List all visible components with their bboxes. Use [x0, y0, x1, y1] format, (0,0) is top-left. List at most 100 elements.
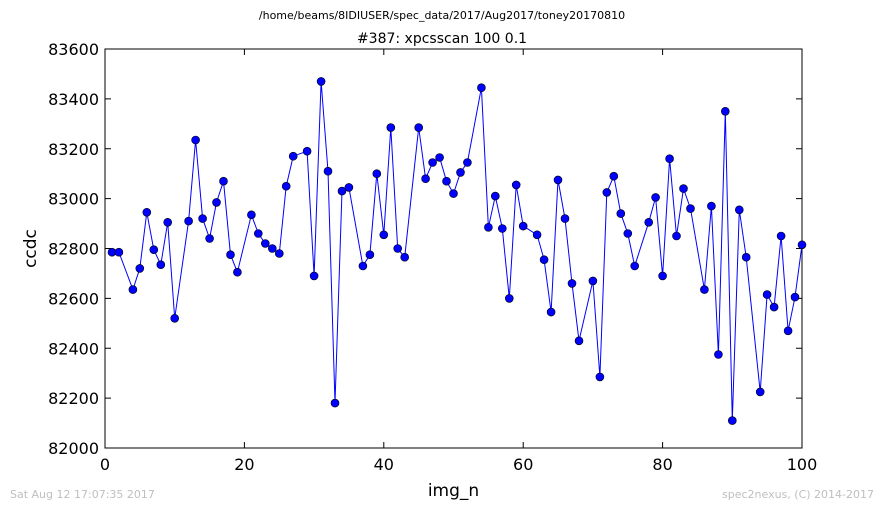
- data-point: [219, 176, 228, 186]
- data-point: [372, 169, 382, 178]
- data-point: [128, 285, 138, 294]
- data-point: [790, 292, 800, 302]
- file-path-title: /home/beams/8IDIUSER/spec_data/2017/Aug2…: [258, 9, 626, 22]
- data-point: [776, 231, 786, 241]
- data-point: [546, 307, 556, 317]
- data-point: [741, 252, 751, 262]
- data-point: [539, 255, 549, 265]
- y-tick-label: 82600: [48, 289, 99, 308]
- data-point: [686, 204, 695, 213]
- data-point: [386, 123, 396, 132]
- data-point: [707, 201, 716, 211]
- data-point: [149, 245, 159, 254]
- data-point: [720, 107, 730, 116]
- data-point: [442, 176, 451, 186]
- data-point: [281, 181, 291, 191]
- data-point: [518, 221, 528, 231]
- y-tick-label: 83400: [48, 90, 99, 109]
- data-point: [532, 230, 542, 240]
- credit-text: spec2nexus, (C) 2014-2017: [722, 488, 874, 501]
- data-point: [511, 180, 521, 190]
- data-point: [755, 387, 765, 397]
- y-tick-label: 83000: [48, 190, 99, 209]
- data-point: [560, 214, 570, 223]
- data-point: [714, 350, 723, 359]
- data-point: [267, 244, 277, 253]
- data-point: [672, 231, 681, 241]
- data-point: [191, 135, 200, 145]
- data-point: [233, 267, 242, 277]
- y-tick-label: 82000: [48, 439, 99, 458]
- y-axis-label: ccdc: [21, 229, 41, 268]
- x-tick-label: 80: [652, 455, 672, 474]
- data-point: [358, 261, 368, 271]
- data-point: [504, 294, 514, 303]
- data-point: [260, 239, 270, 248]
- data-point: [379, 230, 389, 240]
- data-point: [247, 210, 256, 220]
- data-point: [602, 188, 612, 197]
- data-point: [727, 416, 737, 425]
- timestamp: Sat Aug 12 17:07:35 2017: [10, 488, 155, 501]
- data-point: [553, 175, 563, 185]
- data-point: [435, 153, 444, 162]
- data-point: [205, 234, 214, 243]
- data-point: [658, 271, 667, 281]
- data-point: [762, 290, 772, 299]
- data-point: [797, 240, 807, 250]
- y-tick-label: 82800: [48, 240, 99, 259]
- data-point: [170, 313, 179, 323]
- data-point: [198, 214, 207, 223]
- data-point: [783, 326, 793, 336]
- data-point: [400, 252, 410, 262]
- data-point: [595, 372, 605, 382]
- data-point: [490, 191, 500, 201]
- data-point: [665, 154, 674, 163]
- data-point: [309, 271, 319, 281]
- data-point: [769, 302, 779, 312]
- data-point: [616, 209, 626, 218]
- y-tick-label: 82400: [48, 339, 99, 358]
- data-point: [428, 158, 437, 167]
- data-point: [344, 183, 354, 192]
- data-point: [574, 336, 584, 346]
- x-tick-label: 0: [100, 455, 110, 474]
- chart-title: #387: xpcsscan 100 0.1: [356, 31, 528, 47]
- data-point: [163, 218, 172, 227]
- data-point: [323, 166, 333, 176]
- x-tick-label: 40: [374, 455, 394, 474]
- data-point: [156, 260, 166, 270]
- x-tick-label: 60: [513, 455, 533, 474]
- data-point: [184, 216, 193, 226]
- series-line: [112, 81, 803, 421]
- data-point: [456, 168, 465, 177]
- data-point: [274, 249, 284, 258]
- data-point: [288, 151, 298, 161]
- data-point: [337, 186, 347, 196]
- data-point: [484, 223, 493, 232]
- data-point: [609, 171, 619, 181]
- data-point: [497, 224, 507, 233]
- data-point: [644, 218, 654, 227]
- data-point: [588, 276, 598, 286]
- data-point: [630, 261, 640, 271]
- data-point: [421, 174, 430, 183]
- data-point: [463, 158, 472, 167]
- data-point: [567, 279, 577, 288]
- data-point: [114, 247, 124, 257]
- data-point: [302, 146, 312, 156]
- y-tick-label: 83200: [48, 140, 99, 159]
- data-point: [651, 193, 660, 202]
- data-point: [330, 398, 340, 408]
- data-point: [449, 189, 458, 198]
- data-point: [253, 229, 263, 238]
- data-point: [700, 285, 709, 294]
- y-tick-label: 83600: [48, 40, 99, 59]
- x-axis-label: img_n: [428, 481, 479, 501]
- x-tick-label: 100: [787, 455, 818, 474]
- data-point: [679, 184, 688, 193]
- data-point: [135, 264, 145, 273]
- data-point: [212, 198, 221, 207]
- y-tick-label: 82200: [48, 389, 99, 408]
